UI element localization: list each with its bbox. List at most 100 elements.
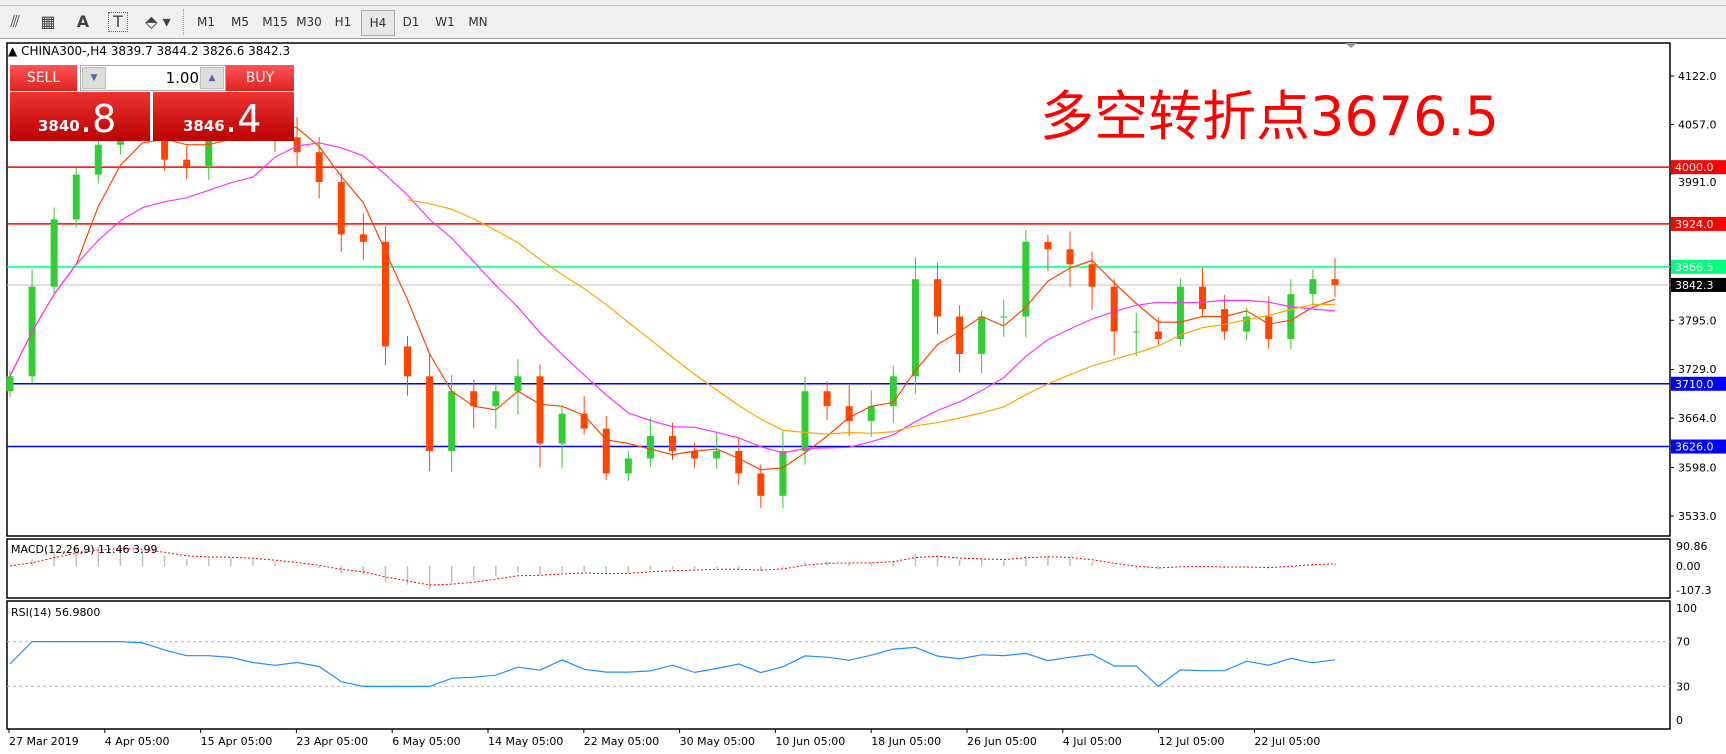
bull-candle xyxy=(1022,241,1030,317)
timeframe-m5[interactable]: M5 xyxy=(231,15,249,29)
bull-candle xyxy=(1309,279,1317,295)
rsi-axis-label: 0 xyxy=(1676,714,1683,727)
increase-lot-icon[interactable]: ▲ xyxy=(200,67,224,89)
macd-axis-label: -107.3 xyxy=(1676,584,1711,597)
bear-candle xyxy=(426,376,434,452)
level-price-label: 3924.0 xyxy=(1675,218,1714,231)
main-panel-frame xyxy=(6,42,1671,537)
bull-candle xyxy=(1132,331,1140,333)
macd-axis-label: 90.86 xyxy=(1676,540,1708,553)
ma-slow-line xyxy=(407,199,1336,435)
fibonacci-expansion-icon[interactable]: ⫻ xyxy=(10,12,20,31)
rsi-axis-label: 30 xyxy=(1676,680,1690,693)
time-axis-label: 30 May 05:00 xyxy=(680,735,755,748)
price-axis-label: 3598.0 xyxy=(1678,461,1717,474)
buy-price-box[interactable]: 3846 .4 xyxy=(153,92,294,141)
fibonacci-fan-icon[interactable]: ▦ xyxy=(40,12,56,31)
bull-candle xyxy=(72,174,80,220)
macd-label: MACD(12,26,9) 11.46 3.99 xyxy=(11,543,158,556)
time-axis-label: 22 May 05:00 xyxy=(584,735,659,748)
collapse-triangle-icon[interactable]: ▲ xyxy=(8,44,18,58)
rsi-label: RSI(14) 56.9800 xyxy=(11,606,100,619)
level-price-badge xyxy=(1671,216,1726,231)
timeframe-m15[interactable]: M15 xyxy=(262,15,288,29)
chart-shift-marker-icon xyxy=(1345,43,1357,48)
timeframe-w1[interactable]: W1 xyxy=(435,15,455,29)
level-price-label: 4000.0 xyxy=(1675,161,1714,174)
bear-candle xyxy=(1110,286,1118,332)
bull-candle xyxy=(779,451,787,496)
bull-candle xyxy=(50,219,58,287)
chart-header: ▲ CHINA300-,H4 3839.7 3844.2 3826.6 3842… xyxy=(8,44,290,58)
timeframe-m30[interactable]: M30 xyxy=(296,15,322,29)
buy-button[interactable]: BUY xyxy=(226,65,294,91)
timeframe-mn[interactable]: MN xyxy=(468,15,488,29)
sell-button[interactable]: SELL xyxy=(10,65,77,91)
bear-candle xyxy=(1331,279,1339,285)
level-price-label: 3710.0 xyxy=(1675,378,1714,391)
level-price-badge xyxy=(1671,160,1726,175)
level-price-label: 3626.0 xyxy=(1675,441,1714,454)
buy-price-main: 3846 xyxy=(183,117,225,135)
time-axis-label: 6 May 05:00 xyxy=(392,735,460,748)
bear-candle xyxy=(1221,309,1229,332)
time-axis-label: 10 Jun 05:00 xyxy=(775,735,845,748)
text-label-icon[interactable]: T xyxy=(108,12,128,32)
time-axis-label: 14 May 05:00 xyxy=(488,735,563,748)
macd-axis-label: 0.00 xyxy=(1676,560,1701,573)
price-axis-label: 3795.0 xyxy=(1678,314,1717,327)
time-axis-label: 18 Jun 05:00 xyxy=(871,735,941,748)
arrows-icon[interactable]: ⬘ ▾ xyxy=(145,12,171,31)
bull-candle xyxy=(514,376,522,392)
timeframe-m1[interactable]: M1 xyxy=(197,15,215,29)
timeframe-h1[interactable]: H1 xyxy=(334,15,352,29)
level-price-badge xyxy=(1671,259,1726,274)
bear-candle xyxy=(337,182,345,235)
timeframe-h4[interactable]: H4 xyxy=(361,10,395,36)
bull-candle xyxy=(624,458,632,474)
ohlc-values: 3839.7 3844.2 3826.6 3842.3 xyxy=(110,44,291,58)
text-icon[interactable]: A xyxy=(76,12,90,31)
bear-candle xyxy=(735,451,743,474)
lot-size-field[interactable]: ▼ 1.00 ▲ xyxy=(80,65,226,91)
one-click-trading-panel: SELL ▼ 1.00 ▲ BUY 3840 .8 3846 .4 xyxy=(10,65,294,141)
bull-candle xyxy=(1287,294,1295,339)
toolbar: ⫻ ▦ A T ⬘ ▾ M1 M5 M15 M30 H1 H4 D1 W1 MN xyxy=(0,6,1726,39)
bear-candle xyxy=(1265,316,1273,339)
bear-candle xyxy=(161,129,169,160)
sell-price-pips: .8 xyxy=(80,97,117,141)
time-axis-label: 4 Jul 05:00 xyxy=(1063,735,1122,748)
bull-candle xyxy=(867,406,875,422)
bull-candle xyxy=(889,376,897,407)
timeframe-d1[interactable]: D1 xyxy=(402,15,420,29)
bear-candle xyxy=(823,391,831,407)
bear-candle xyxy=(1154,331,1162,339)
price-axis-label: 3533.0 xyxy=(1678,510,1717,523)
price-axis-label: 4122.0 xyxy=(1678,70,1717,83)
symbol-label: CHINA300-,H4 xyxy=(21,44,107,58)
time-axis-label: 15 Apr 05:00 xyxy=(201,735,273,748)
rsi-axis-label: 100 xyxy=(1676,602,1697,615)
rsi-axis-label: 70 xyxy=(1676,636,1690,649)
bull-candle xyxy=(448,391,456,452)
decrease-lot-icon[interactable]: ▼ xyxy=(82,67,106,89)
bull-candle xyxy=(978,316,986,354)
bull-candle xyxy=(558,413,566,444)
sell-price-main: 3840 xyxy=(38,117,80,135)
bull-candle xyxy=(713,451,721,459)
bear-candle xyxy=(602,428,610,474)
rsi-panel-frame xyxy=(6,600,1671,730)
bear-candle xyxy=(315,152,323,183)
lot-size-value[interactable]: 1.00 xyxy=(165,69,199,87)
price-axis-label: 3991.0 xyxy=(1678,176,1717,189)
macd-panel-frame xyxy=(6,538,1671,599)
time-axis-label: 26 Jun 05:00 xyxy=(967,735,1037,748)
bear-candle xyxy=(691,451,699,459)
sell-price-box[interactable]: 3840 .8 xyxy=(10,92,150,141)
time-axis-label: 27 Mar 2019 xyxy=(9,735,79,748)
bear-candle xyxy=(470,391,478,407)
bull-candle xyxy=(801,391,809,452)
level-price-badge xyxy=(1671,439,1726,454)
bull-candle xyxy=(1176,286,1184,339)
